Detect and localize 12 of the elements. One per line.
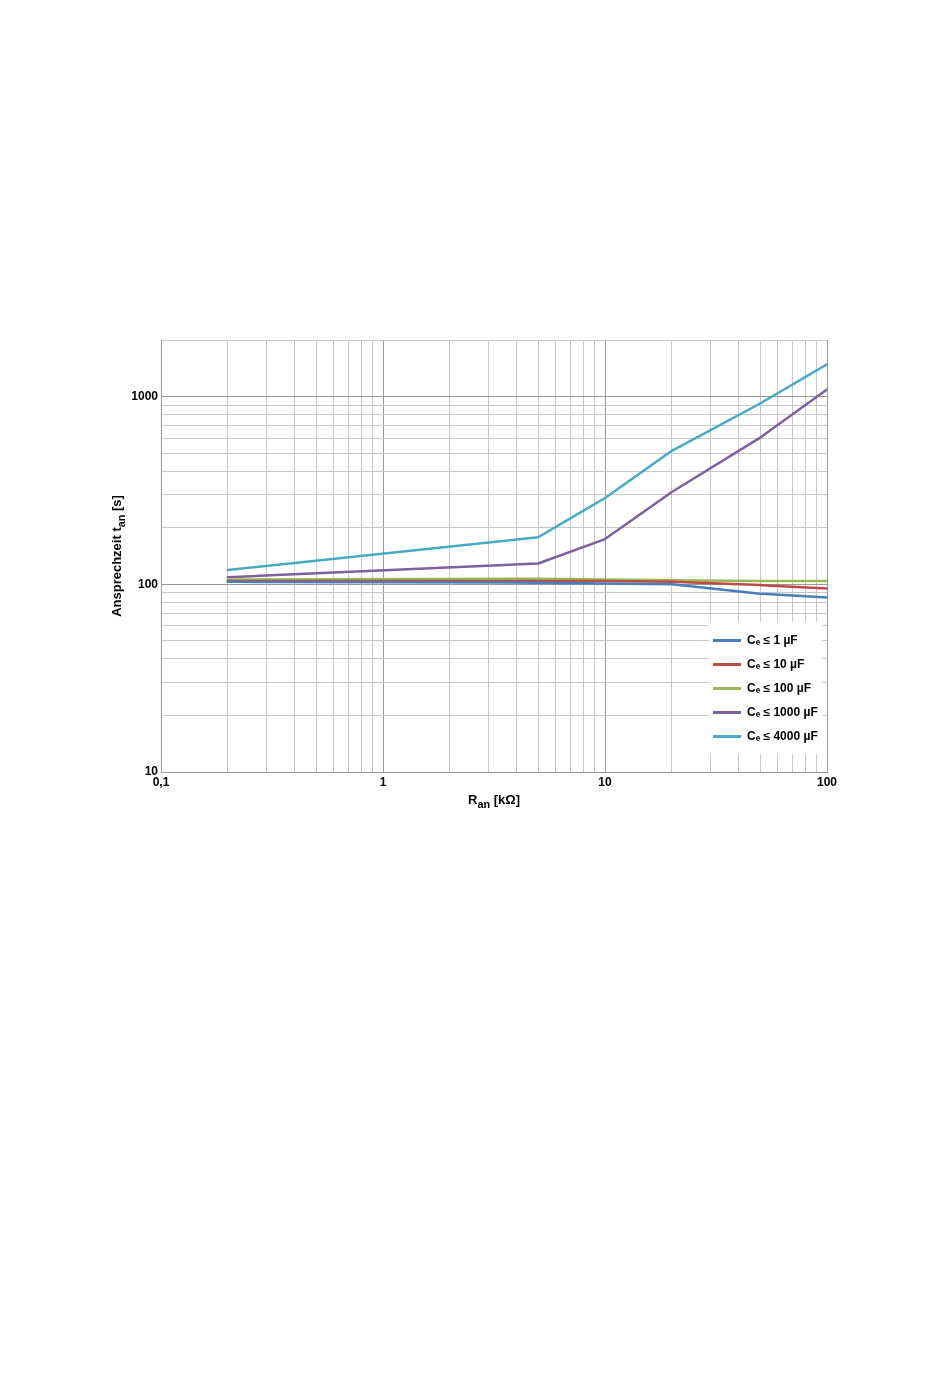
y-tick-label: 1000 — [131, 388, 159, 403]
y-tick-label: 100 — [137, 576, 159, 591]
x-axis-title: R$_{an}$ [kΩ] — [467, 792, 521, 810]
legend-label: Cₑ ≤ 100 µF — [747, 681, 812, 695]
legend-label: Cₑ ≤ 1 µF — [747, 633, 798, 647]
x-tick-label: 10 — [598, 774, 612, 789]
legend-label: Cₑ ≤ 1000 µF — [747, 705, 818, 719]
legend-label: Cₑ ≤ 4000 µF — [747, 729, 818, 743]
x-tick-label: 100 — [816, 774, 838, 789]
legend-label: Cₑ ≤ 10 µF — [747, 657, 805, 671]
x-tick-label: 1 — [379, 774, 387, 789]
x-tick-label: 0,1 — [152, 774, 170, 789]
